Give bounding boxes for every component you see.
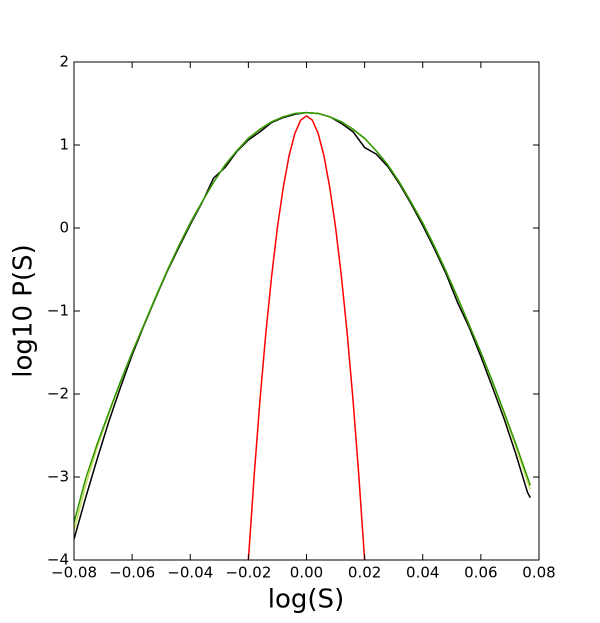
x-tick-label: −0.08: [51, 564, 97, 582]
y-axis-label: log10 P(S): [9, 244, 39, 377]
series-line: [74, 111, 531, 532]
x-tick-label: 0.02: [348, 564, 381, 582]
series-line: [74, 111, 531, 523]
x-tick-label: 0.06: [464, 564, 497, 582]
x-tick-label: −0.02: [225, 564, 271, 582]
series-line: [247, 115, 366, 560]
x-tick-label: 0.08: [522, 564, 555, 582]
x-tick-label: 0.00: [290, 564, 323, 582]
x-tick-label: −0.06: [109, 564, 155, 582]
y-tick-label: 2: [59, 53, 69, 71]
x-axis-label: log(S): [268, 585, 344, 615]
y-tick-label: −2: [47, 385, 69, 403]
y-tick-label: −4: [47, 551, 69, 569]
y-tick-label: −3: [47, 468, 69, 486]
x-tick-label: −0.04: [167, 564, 213, 582]
y-tick-label: 0: [59, 219, 69, 237]
plot-frame: [73, 61, 540, 561]
y-tick-label: −1: [47, 302, 69, 320]
series-line: [74, 111, 531, 540]
y-tick-label: 1: [59, 136, 69, 154]
x-tick-label: 0.04: [406, 564, 439, 582]
